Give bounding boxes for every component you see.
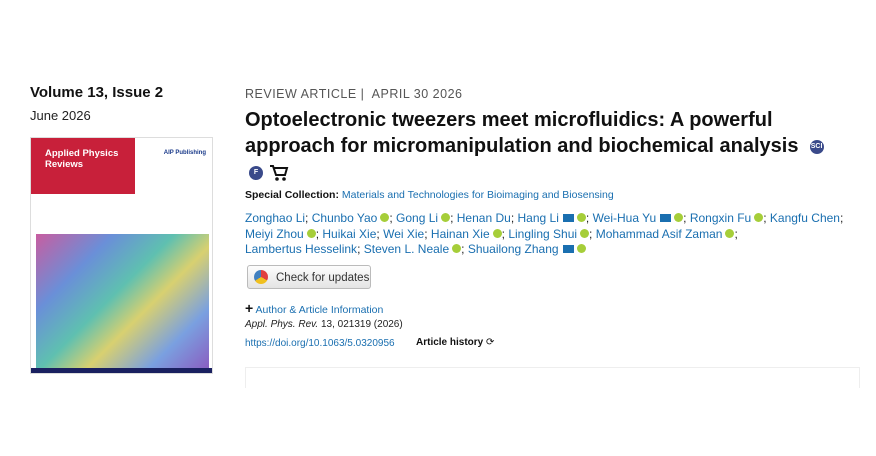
author-name[interactable]: Steven L. Neale (363, 242, 450, 256)
article-title-block: Optoelectronic tweezers meet microfluidi… (245, 107, 845, 185)
author-entry: Shuailong Zhang (468, 242, 586, 256)
author-entry: Zonghao Li; (245, 211, 308, 225)
author-entry: Meiyi Zhou; (245, 227, 319, 241)
cover-art (36, 234, 209, 370)
separator: ; (376, 226, 380, 241)
article-meta: REVIEW ARTICLE | APRIL 30 2026 (245, 87, 462, 101)
separator: ; (357, 242, 361, 256)
doi-link[interactable]: https://doi.org/10.1063/5.0320956 (245, 338, 395, 349)
separator: ; (734, 226, 738, 241)
author-name[interactable]: Wei Xie (383, 226, 425, 241)
orcid-icon[interactable] (380, 213, 390, 222)
cover[interactable]: Applied Physics Reviews AIP Publishing (30, 137, 213, 374)
author-name[interactable]: Kangfu Chen (769, 211, 840, 225)
authors: Zonghao Li; Chunbo Yao; Gong Li; Henan D… (245, 211, 845, 258)
separator: ; (315, 226, 320, 241)
check-updates-button[interactable]: Check for updates (247, 265, 371, 289)
separator: ; (589, 226, 593, 241)
orcid-icon[interactable] (441, 213, 451, 222)
article-history-label: Article history (416, 337, 484, 348)
badge[interactable]: SCI (809, 139, 824, 154)
email-icon[interactable] (562, 245, 574, 253)
author-entry: Steven L. Neale; (364, 242, 465, 256)
author-entry: Rongxin Fu; (690, 211, 767, 225)
separator: ; (683, 211, 687, 225)
author-entry: Wei Xie; (383, 227, 427, 241)
separator: ; (839, 211, 844, 225)
orcid-icon[interactable] (674, 213, 684, 222)
separator: ; (763, 211, 767, 225)
article-history[interactable]: Article history ⟳ (416, 337, 495, 348)
citation: Appl. Phys. Rev. 13, 021319 (2026) (245, 319, 403, 330)
author-name[interactable]: Meiyi Zhou (245, 226, 304, 241)
author-entry: Gong Li; (396, 211, 453, 225)
special-collection-link[interactable]: Materials and Technologies for Bioimagin… (341, 189, 614, 201)
author-name[interactable]: Zonghao Li (245, 211, 306, 225)
author-entry: Huikai Xie; (322, 227, 379, 241)
orcid-icon[interactable] (754, 213, 764, 222)
separator: ; (389, 211, 393, 225)
orcid-icon[interactable] (576, 213, 586, 222)
badge[interactable]: F (249, 165, 263, 180)
orcid-icon[interactable] (492, 228, 502, 238)
separator: ; (510, 211, 515, 225)
author-entry: Henan Du; (457, 211, 514, 225)
article-type: REVIEW ARTICLE | (245, 87, 365, 101)
separator: ; (501, 226, 505, 241)
author-info-label: Author & Article Information (255, 304, 384, 316)
citation-journal: Appl. Phys. Rev. (245, 319, 319, 330)
author-entry: Hang Li; (518, 211, 590, 225)
author-name[interactable]: Lambertus Hesselink (245, 242, 358, 256)
orcid-icon[interactable] (725, 228, 735, 238)
cover-bar (31, 368, 212, 373)
author-entry: Hainan Xie; (431, 227, 505, 241)
article-date: APRIL 30 2026 (371, 87, 463, 101)
cover-band (31, 138, 135, 194)
cart-icon[interactable] (269, 164, 289, 182)
email-icon[interactable] (660, 214, 672, 222)
separator: ; (461, 242, 465, 256)
article-title: Optoelectronic tweezers meet microfluidi… (245, 109, 799, 157)
content-card (245, 367, 860, 388)
orcid-icon[interactable] (576, 244, 586, 253)
cover-journal: Applied Physics Reviews (45, 148, 119, 170)
author-name[interactable]: Gong Li (396, 211, 439, 225)
special-collection-label: Special Collection: (245, 189, 339, 201)
orcid-icon[interactable] (580, 228, 590, 238)
separator: ; (585, 211, 590, 225)
orcid-icon[interactable] (452, 244, 462, 253)
separator: ; (305, 211, 309, 225)
author-info[interactable]: + Author & Article Information (245, 300, 384, 316)
author-entry: Wei-Hua Yu; (593, 211, 687, 225)
author-name[interactable]: Lingling Shui (508, 226, 578, 241)
special-collection: Special Collection: Materials and Techno… (245, 189, 614, 201)
cover-publisher: AIP Publishing (163, 150, 206, 156)
author-name[interactable]: Huikai Xie (322, 226, 377, 241)
author-entry: Kangfu Chen; (770, 211, 843, 225)
author-name[interactable]: Mohammad Asif Zaman (595, 226, 723, 241)
author-name[interactable]: Henan Du (456, 211, 511, 225)
citation-details: 13, 021319 (2026) (320, 319, 403, 330)
email-icon[interactable] (562, 214, 574, 222)
volume: Volume 13, Issue 2 (30, 84, 164, 101)
author-name[interactable]: Wei-Hua Yu (592, 211, 657, 225)
author-entry: Mohammad Asif Zaman; (596, 227, 738, 241)
check-updates-label: Check for updates (276, 272, 370, 284)
separator: ; (450, 211, 454, 225)
author-entry: Lambertus Hesselink; (245, 242, 360, 256)
author-name[interactable]: Hang Li (517, 211, 559, 225)
author-entry: Lingling Shui; (508, 227, 592, 241)
author-name[interactable]: Hainan Xie (430, 226, 490, 241)
author-entry: Chunbo Yao; (312, 211, 393, 225)
orcid-icon[interactable] (306, 228, 316, 238)
author-name[interactable]: Shuailong Zhang (467, 242, 559, 256)
author-name[interactable]: Chunbo Yao (311, 211, 378, 225)
author-name[interactable]: Rongxin Fu (689, 211, 752, 225)
issue-date: June 2026 (30, 108, 91, 123)
separator: ; (424, 226, 428, 241)
crossmark-icon (254, 270, 268, 284)
